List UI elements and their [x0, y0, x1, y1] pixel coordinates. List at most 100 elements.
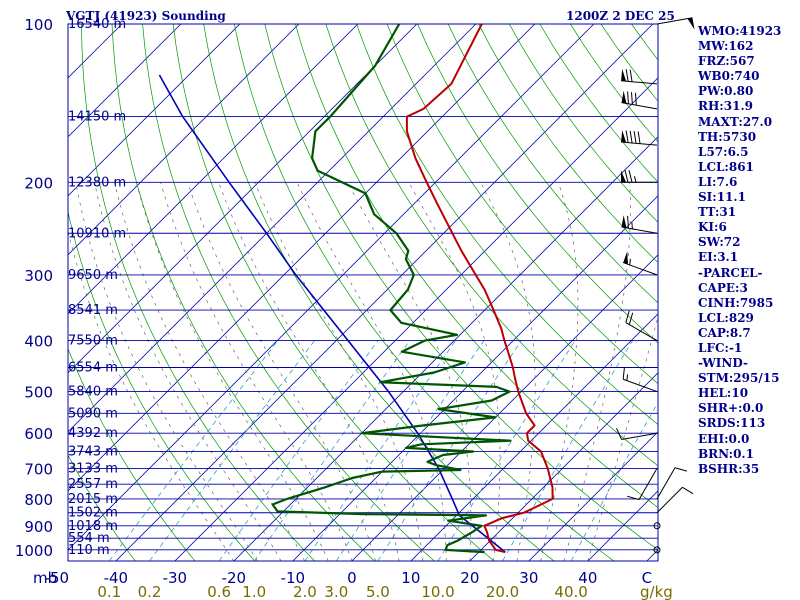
wind-barb — [622, 366, 658, 393]
pressure-tick-label: 700 — [24, 460, 53, 478]
index-line: WMO:41923 — [698, 24, 782, 38]
height-label: 16540 m — [68, 17, 126, 32]
temperature-tick-label: -50 — [45, 569, 70, 587]
pressure-tick-label: 100 — [24, 16, 53, 34]
mixing-ratio-line — [253, 340, 411, 561]
isotherm-line — [233, 136, 658, 561]
wind-barb — [626, 468, 658, 501]
mixing-ratio-tick-label: 40.0 — [554, 583, 587, 600]
wind-barb — [621, 215, 658, 234]
moist-adiabat-line — [540, 182, 579, 561]
moist-adiabat-line — [347, 182, 472, 561]
index-line: MAXT:27.0 — [698, 114, 773, 129]
wind-barb — [621, 90, 658, 110]
wind-barb — [621, 170, 657, 183]
index-line: SRDS:113 — [698, 416, 766, 431]
index-line: LCL:829 — [698, 310, 754, 325]
isotherm-line — [68, 24, 359, 315]
moist-adiabat-line — [587, 315, 658, 561]
moist-adiabats — [68, 182, 658, 561]
wind-barb — [656, 486, 694, 514]
index-line: MW:162 — [698, 39, 754, 54]
mixing-ratio-tick-label: 0.2 — [138, 583, 162, 600]
mixing-ratio-line — [437, 340, 576, 561]
dry-adiabat-line — [111, 24, 375, 561]
mixing-ratio-line — [218, 340, 379, 561]
isotherm-line — [469, 372, 658, 561]
isobar-lines — [68, 24, 658, 551]
dry-adiabat-line — [68, 210, 256, 561]
temperature-tick-label: C — [642, 569, 652, 587]
mixing-ratio-tick-label: 3.0 — [324, 583, 348, 600]
dry-adiabat-line — [68, 454, 136, 561]
index-line: CAP:8.7 — [698, 325, 751, 340]
height-label: 10910 m — [68, 226, 126, 241]
mixing-ratio-tick-label: 10.0 — [421, 583, 454, 600]
pressure-tick-label: 1000 — [15, 542, 53, 560]
height-label: 2015 m — [68, 492, 118, 507]
mixing-ratio-line — [335, 340, 485, 561]
dry-adiabat-line — [325, 24, 658, 467]
mixing-ratio-line — [377, 340, 522, 561]
dry-adiabat-line — [356, 24, 658, 426]
index-line: PW:0.80 — [698, 84, 754, 99]
isotherm-line — [68, 24, 418, 374]
pressure-tick-label: 900 — [24, 518, 53, 536]
height-label: 6554 m — [68, 360, 118, 375]
dry-adiabat-line — [203, 24, 555, 561]
temperature-tick-label: 10 — [401, 569, 420, 587]
wind-barb — [623, 251, 658, 276]
mixing-ratio-line — [502, 340, 633, 561]
moist-adiabat-line — [160, 182, 353, 561]
temperature-tick-label: 20 — [460, 569, 479, 587]
temperature-tick-label: -10 — [281, 569, 306, 587]
mixing-ratio-lines — [108, 340, 658, 561]
index-line: LCL:861 — [698, 159, 754, 174]
height-label: 3133 m — [68, 461, 118, 476]
wind-barb — [656, 17, 695, 30]
wind-barb — [653, 546, 661, 554]
isotherm-line — [174, 77, 658, 561]
temperature-tick-label: -20 — [222, 569, 247, 587]
index-line: -PARCEL- — [698, 265, 763, 280]
moist-adiabat-line — [254, 182, 424, 561]
dry-adiabat-line — [386, 24, 658, 385]
dry-adiabat-line — [447, 24, 658, 304]
index-line: CINH:7985 — [698, 295, 774, 310]
mixing-ratio-line — [149, 340, 315, 561]
height-label: 12380 m — [68, 175, 126, 190]
wind-barb — [653, 522, 661, 530]
isotherm-line — [68, 24, 477, 433]
pressure-unit-label: mb — [33, 569, 57, 587]
chart-frame — [67, 23, 659, 562]
index-line: LFC:-1 — [698, 340, 743, 355]
dry-adiabat-line — [172, 24, 495, 561]
wind-barb — [625, 310, 658, 342]
wind-barbs — [616, 17, 695, 554]
index-line: CAPE:3 — [698, 280, 748, 295]
temperature-trace — [405, 24, 554, 554]
index-line: -WIND- — [698, 356, 748, 371]
wind-barb — [656, 467, 688, 500]
isotherm-line — [68, 24, 300, 256]
moist-adiabat-line — [480, 182, 536, 561]
station-title: VGTJ (41923) Sounding — [65, 9, 226, 23]
dry-adiabats — [68, 24, 658, 561]
pressure-tick-label: 600 — [24, 425, 53, 443]
isotherm-line — [528, 431, 658, 561]
index-line: WB0:740 — [698, 69, 760, 84]
dry-adiabat-line — [478, 24, 658, 264]
height-label: 8541 m — [68, 303, 118, 318]
mixing-ratio-line — [108, 340, 279, 561]
height-label: 110 m — [68, 543, 110, 558]
isotherm-line — [68, 24, 595, 551]
temperature-tick-label: 40 — [578, 569, 597, 587]
wind-barb — [621, 68, 658, 85]
dry-adiabat-line — [68, 347, 196, 561]
mixing-ratio-tick-label: 2.0 — [293, 583, 317, 600]
pressure-tick-label: 200 — [24, 174, 53, 192]
mixing-ratio-tick-label: 5.0 — [366, 583, 390, 600]
height-label: 5840 m — [68, 385, 118, 400]
height-label: 2557 m — [68, 477, 118, 492]
